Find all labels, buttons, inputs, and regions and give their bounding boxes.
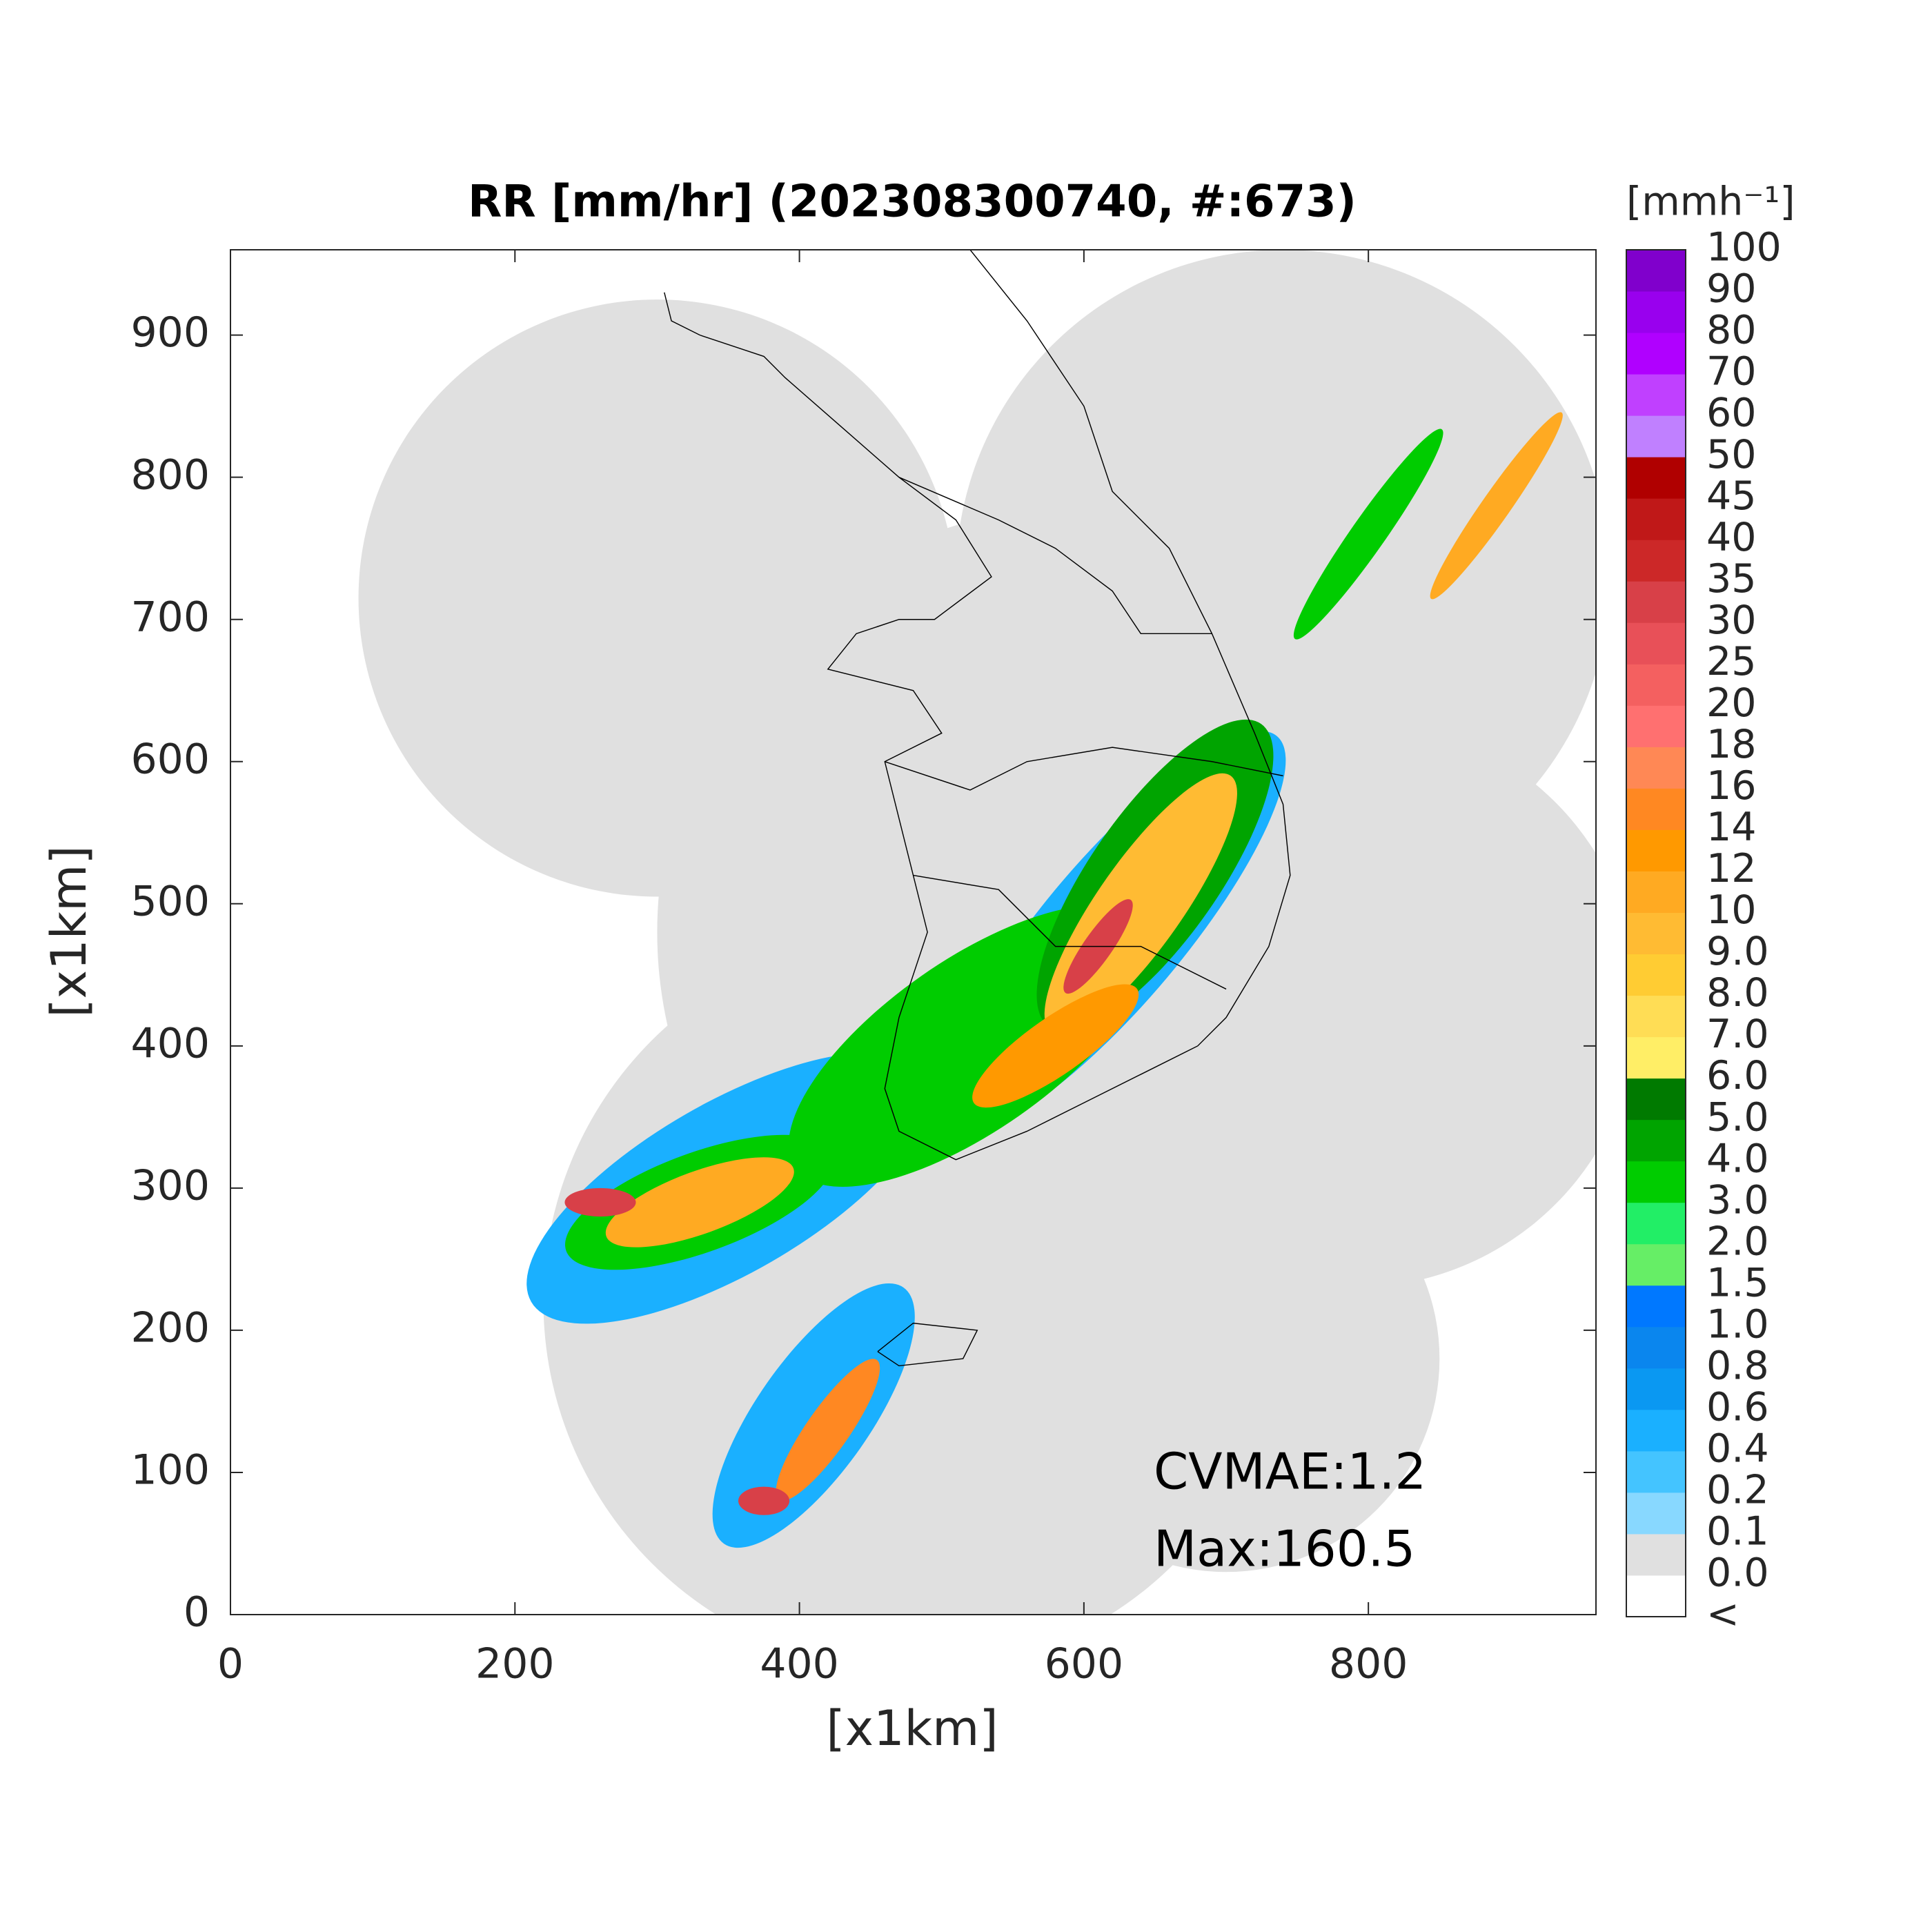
x-tick-label: 0 bbox=[217, 1640, 244, 1688]
colorbar-bin bbox=[1626, 1119, 1686, 1162]
y-axis-label: [x1km] bbox=[41, 845, 97, 1017]
y-tick-label: 800 bbox=[130, 451, 210, 499]
colorbar-bin bbox=[1626, 291, 1686, 333]
colorbar-bin bbox=[1626, 622, 1686, 664]
annotation: Max:160.5 bbox=[1154, 1520, 1415, 1578]
colorbar-bin bbox=[1626, 581, 1686, 623]
x-tick-label: 400 bbox=[760, 1640, 839, 1688]
colorbar-bin bbox=[1626, 1202, 1686, 1245]
rain-field bbox=[526, 412, 1563, 1548]
annotation: CVMAE:1.2 bbox=[1154, 1443, 1426, 1501]
colorbar-tick-label: 90 bbox=[1706, 266, 1757, 312]
colorbar-tick-label: 18 bbox=[1706, 722, 1757, 767]
colorbar-bin bbox=[1626, 1078, 1686, 1121]
x-tick-label: 800 bbox=[1329, 1640, 1408, 1688]
colorbar-tick-label: 16 bbox=[1706, 763, 1757, 809]
colorbar-bin bbox=[1626, 1575, 1686, 1617]
colorbar-bin bbox=[1626, 1243, 1686, 1286]
axes bbox=[230, 249, 1597, 1615]
colorbar-bin bbox=[1626, 498, 1686, 540]
colorbar-bin bbox=[1626, 1161, 1686, 1203]
colorbar-tick-label: 4.0 bbox=[1706, 1136, 1769, 1181]
colorbar-bin bbox=[1626, 1533, 1686, 1576]
chart-title: RR [mm/hr] (202308300740, #:673) bbox=[468, 177, 1357, 228]
y-tick-label: 100 bbox=[130, 1446, 210, 1495]
coastline bbox=[664, 250, 1291, 1367]
colorbar-bin bbox=[1626, 1036, 1686, 1079]
colorbar-bin bbox=[1626, 912, 1686, 955]
colorbar-bin bbox=[1626, 747, 1686, 789]
colorbar-tick-label: 0.8 bbox=[1706, 1343, 1769, 1388]
colorbar-bin bbox=[1626, 415, 1686, 457]
colorbar-bin bbox=[1626, 374, 1686, 416]
colorbar-tick-label: 0.1 bbox=[1706, 1509, 1769, 1555]
colorbar-tick-label: 70 bbox=[1706, 349, 1757, 395]
colorbar-bin bbox=[1626, 457, 1686, 499]
x-axis-label: [x1km] bbox=[826, 1700, 998, 1757]
y-tick-label: 500 bbox=[130, 877, 210, 925]
colorbar-tick-label: 0.0 bbox=[1706, 1550, 1769, 1596]
map-layer bbox=[358, 250, 1596, 1615]
colorbar-tick-label: 100 bbox=[1706, 225, 1782, 270]
colorbar-tick-label: 0.4 bbox=[1706, 1426, 1769, 1472]
colorbar-bin bbox=[1626, 1492, 1686, 1535]
colorbar-bin bbox=[1626, 333, 1686, 375]
colorbar-tick-label: 14 bbox=[1706, 805, 1757, 850]
colorbar-bin bbox=[1626, 1409, 1686, 1452]
colorbar-tick-label: 80 bbox=[1706, 308, 1757, 353]
colorbar-tick-label: 1.0 bbox=[1706, 1301, 1769, 1347]
colorbar-bin bbox=[1626, 1285, 1686, 1328]
x-tick-label: 200 bbox=[475, 1640, 555, 1688]
colorbar-bin bbox=[1626, 788, 1686, 830]
colorbar-tick-label: 0.2 bbox=[1706, 1468, 1769, 1513]
colorbar-bin bbox=[1626, 1326, 1686, 1369]
colorbar-tick-label: 45 bbox=[1706, 473, 1757, 519]
colorbar-bin bbox=[1626, 871, 1686, 913]
colorbar-bin bbox=[1626, 954, 1686, 996]
colorbar-tick-label: 50 bbox=[1706, 432, 1757, 477]
colorbar-tick-label: 1.5 bbox=[1706, 1260, 1769, 1305]
colorbar-bin bbox=[1626, 540, 1686, 582]
colorbar-bin bbox=[1626, 1450, 1686, 1493]
colorbar-bin bbox=[1626, 829, 1686, 871]
y-tick-label: 600 bbox=[130, 735, 210, 783]
colorbar-bin bbox=[1626, 250, 1686, 292]
colorbar-bin bbox=[1626, 1368, 1686, 1410]
colorbar-frame bbox=[1626, 249, 1686, 1617]
colorbar-tick-label: < bbox=[1706, 1592, 1739, 1637]
colorbar-tick-label: 2.0 bbox=[1706, 1219, 1769, 1264]
colorbar-tick-label: 20 bbox=[1706, 680, 1757, 726]
colorbar-tick-label: 25 bbox=[1706, 639, 1757, 684]
colorbar-tick-label: 5.0 bbox=[1706, 1094, 1769, 1140]
colorbar-tick-label: 12 bbox=[1706, 846, 1757, 891]
x-tick-label: 600 bbox=[1045, 1640, 1124, 1688]
colorbar-tick-label: 30 bbox=[1706, 598, 1757, 643]
colorbar-bin bbox=[1626, 664, 1686, 706]
colorbar-tick-label: 60 bbox=[1706, 391, 1757, 436]
colorbar-tick-label: 40 bbox=[1706, 515, 1757, 560]
y-tick-label: 0 bbox=[184, 1588, 210, 1637]
colorbar-tick-label: 9.0 bbox=[1706, 929, 1769, 974]
colorbar-bin bbox=[1626, 705, 1686, 747]
colorbar-tick-label: 10 bbox=[1706, 887, 1757, 933]
colorbar-tick-label: 8.0 bbox=[1706, 970, 1769, 1016]
colorbar-tick-label: 35 bbox=[1706, 556, 1757, 602]
y-tick-label: 700 bbox=[130, 593, 210, 641]
colorbar-tick-label: 6.0 bbox=[1706, 1053, 1769, 1098]
colorbar-tick-label: 3.0 bbox=[1706, 1177, 1769, 1223]
y-tick-label: 300 bbox=[130, 1161, 210, 1210]
axes-box bbox=[230, 249, 1597, 1615]
y-tick-label: 400 bbox=[130, 1019, 210, 1067]
y-tick-label: 900 bbox=[130, 308, 210, 357]
map-field bbox=[358, 250, 1596, 1615]
colorbar-tick-label: 7.0 bbox=[1706, 1012, 1769, 1057]
colorbar-bin bbox=[1626, 995, 1686, 1038]
colorbar-label: [mmh⁻¹] bbox=[1626, 179, 1795, 225]
y-tick-label: 200 bbox=[130, 1304, 210, 1352]
colorbar-tick-label: 0.6 bbox=[1706, 1384, 1769, 1430]
